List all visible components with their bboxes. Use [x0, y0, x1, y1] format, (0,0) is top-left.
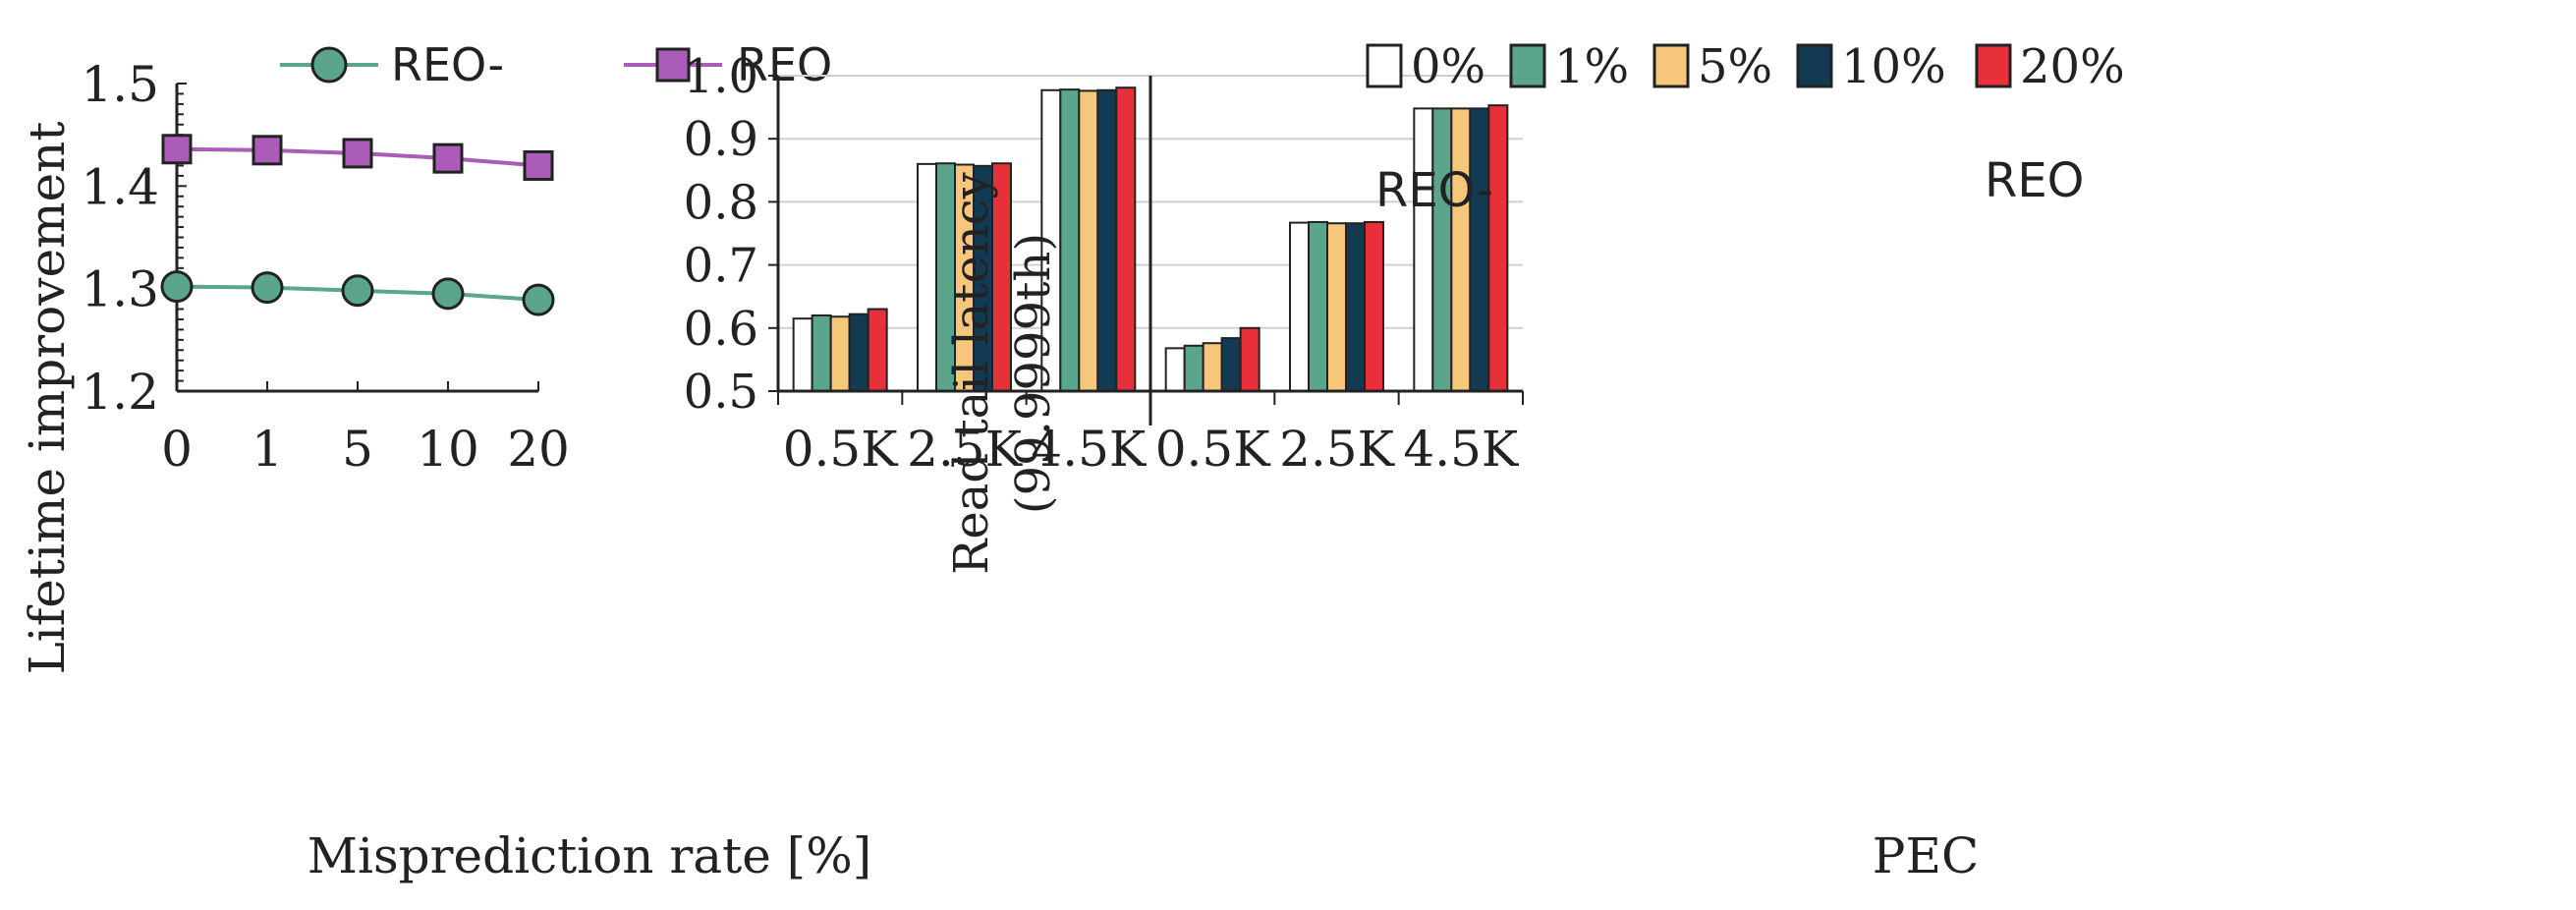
data-point-reo-minus — [341, 274, 374, 308]
right-y-tick-label: 1.0 — [684, 49, 758, 104]
legend-marker-reo — [655, 47, 691, 83]
legend-label-1pct: 1% — [1554, 39, 1629, 94]
legend-swatch-10pct — [1796, 43, 1833, 88]
right-x-tick-label: 4.5K — [1031, 421, 1148, 478]
bar-reo-2_5K-20pct — [1364, 220, 1384, 392]
bar-reo-minus-0_5K-0pct — [792, 317, 813, 393]
left-y-tick-label: 1.2 — [81, 364, 159, 421]
data-point-reo — [252, 135, 283, 166]
bar-reo-2_5K-0pct — [1289, 221, 1310, 392]
right-y-tick-label: 0.5 — [684, 365, 758, 420]
bar-reo-minus-0_5K-10pct — [848, 313, 869, 392]
right-y-axis-label-line1: Read tail latency — [944, 172, 999, 575]
bar-reo-0_5K-1pct — [1183, 344, 1204, 392]
data-point-reo — [523, 149, 554, 181]
right-x-tick-label: 2.5K — [907, 421, 1024, 478]
right-bars — [792, 86, 1509, 393]
latency-bar-chart: 0.50.60.70.80.91.0 0.5K 2.5K 4.5K 0.5K 2.5K 4… — [684, 39, 2125, 884]
data-point-reo — [432, 142, 464, 174]
bar-reo-0_5K-0pct — [1164, 347, 1186, 392]
left-y-tick-label: 1.4 — [81, 158, 159, 215]
legend-label-10pct: 10% — [1841, 39, 1946, 94]
bar-reo-2_5K-5pct — [1326, 222, 1347, 392]
left-x-tick-label: 5 — [342, 421, 373, 478]
legend-label-0pct: 0% — [1411, 39, 1485, 94]
right-y-tick-label: 0.7 — [684, 239, 758, 294]
legend-swatch-1pct — [1509, 43, 1546, 88]
left-x-tick-label: 20 — [507, 421, 570, 478]
legend-label-5pct: 5% — [1698, 39, 1772, 94]
left-x-tick-label: 0 — [161, 421, 193, 478]
right-x-tick-label: 4.5K — [1403, 421, 1520, 478]
right-y-axis-label-line2: (99.9999th) — [1006, 233, 1061, 514]
bar-reo-minus-0_5K-20pct — [867, 308, 888, 393]
bar-reo-minus-4_5K-20pct — [1115, 86, 1137, 392]
left-x-tick-label: 10 — [417, 421, 479, 478]
legend-marker-reo-minus — [310, 46, 348, 84]
right-y-tick-label: 0.9 — [684, 112, 758, 167]
group-label-reo-minus: REO- — [1375, 163, 1493, 218]
bar-reo-4_5K-1pct — [1431, 107, 1453, 392]
left-y-tick-label: 1.3 — [81, 261, 159, 318]
data-point-reo-minus — [522, 283, 555, 316]
data-point-reo — [161, 134, 193, 165]
bar-reo-4_5K-0pct — [1413, 107, 1434, 392]
right-x-tick-label: 0.5K — [783, 421, 900, 478]
left-x-tick-labels: 0 1 5 10 20 — [161, 421, 570, 478]
left-x-axis-label: Misprediction rate [%] — [308, 827, 871, 884]
right-y-tick-label: 0.6 — [684, 302, 758, 357]
left-x-tick-label: 1 — [252, 421, 283, 478]
right-x-axis-label: PEC — [1873, 827, 1979, 884]
right-y-tick-label: 0.8 — [684, 175, 758, 230]
right-x-tick-label: 0.5K — [1155, 421, 1272, 478]
bar-reo-minus-4_5K-1pct — [1059, 88, 1081, 393]
bar-reo-4_5K-20pct — [1487, 104, 1509, 392]
bar-reo-minus-4_5K-10pct — [1096, 88, 1118, 393]
right-y-tick-labels: 0.5 0.6 0.7 0.8 0.9 1.0 — [684, 49, 758, 420]
bar-reo-2_5K-1pct — [1308, 220, 1328, 392]
bar-reo-minus-2_5K-0pct — [917, 162, 937, 392]
legend-swatch-5pct — [1652, 43, 1690, 88]
right-x-tick-labels: 0.5K 2.5K 4.5K 0.5K 2.5K 4.5K — [783, 421, 1520, 478]
right-x-tick-label: 2.5K — [1279, 421, 1396, 478]
bar-reo-minus-0_5K-5pct — [829, 315, 851, 392]
bar-reo-0_5K-10pct — [1220, 337, 1242, 392]
group-label-reo: REO — [1985, 153, 2084, 208]
legend-swatch-20pct — [1975, 43, 2012, 88]
bar-reo-0_5K-20pct — [1239, 326, 1260, 392]
data-point-reo-minus — [160, 270, 194, 304]
legend-swatch-0pct — [1366, 43, 1403, 88]
legend-label-reo-minus: REO- — [391, 38, 504, 91]
data-point-reo — [342, 138, 373, 169]
legend-label-20pct: 20% — [2020, 39, 2125, 94]
right-legend: 0% 1% 5% 10% 20% — [1366, 39, 2125, 94]
legend-label-reo: REO — [737, 38, 832, 91]
bar-reo-4_5K-10pct — [1469, 107, 1490, 392]
right-axes — [768, 75, 1524, 426]
left-legend: REO- REO — [280, 38, 832, 91]
bar-reo-0_5K-5pct — [1202, 342, 1223, 393]
bar-reo-minus-4_5K-5pct — [1078, 89, 1099, 393]
left-series-markers — [160, 134, 555, 316]
data-point-reo-minus — [431, 277, 465, 311]
left-axes — [175, 83, 539, 393]
bar-reo-4_5K-5pct — [1450, 107, 1472, 392]
bar-reo-2_5K-10pct — [1345, 222, 1366, 392]
left-y-axis-label: Lifetime improvement — [19, 122, 76, 675]
data-point-reo-minus — [251, 271, 284, 305]
left-y-tick-labels: 1.2 1.3 1.4 1.5 — [81, 56, 159, 421]
lifetime-line-chart: 1.2 1.3 1.4 1.5 0 1 5 10 20 Lifetime improvemen… — [19, 38, 871, 884]
left-y-tick-label: 1.5 — [81, 56, 159, 113]
bar-reo-minus-0_5K-1pct — [811, 313, 832, 392]
